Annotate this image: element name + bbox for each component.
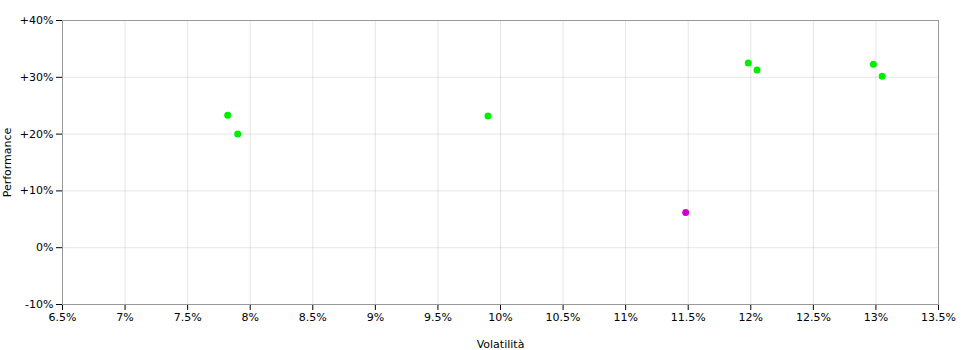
svg-text:Performance: Performance	[1, 127, 14, 197]
svg-text:+20%: +20%	[20, 128, 54, 141]
svg-text:12%: 12%	[739, 311, 763, 324]
svg-text:11%: 11%	[613, 311, 637, 324]
svg-text:0%: 0%	[36, 241, 53, 254]
svg-text:9.5%: 9.5%	[424, 311, 452, 324]
svg-text:6.5%: 6.5%	[49, 311, 77, 324]
svg-text:7%: 7%	[116, 311, 133, 324]
svg-text:+30%: +30%	[20, 71, 54, 84]
svg-text:-10%: -10%	[25, 298, 53, 311]
svg-text:7.5%: 7.5%	[174, 311, 202, 324]
svg-text:9%: 9%	[367, 311, 384, 324]
svg-text:12.5%: 12.5%	[796, 311, 831, 324]
svg-text:8%: 8%	[241, 311, 258, 324]
svg-text:+40%: +40%	[20, 14, 54, 27]
svg-text:Volatilità: Volatilità	[477, 338, 525, 350]
svg-text:+10%: +10%	[20, 184, 54, 197]
svg-text:10%: 10%	[488, 311, 512, 324]
svg-text:10.5%: 10.5%	[546, 311, 581, 324]
svg-text:13.5%: 13.5%	[921, 311, 956, 324]
svg-text:8.5%: 8.5%	[299, 311, 327, 324]
svg-text:11.5%: 11.5%	[671, 311, 706, 324]
svg-text:13%: 13%	[864, 311, 888, 324]
